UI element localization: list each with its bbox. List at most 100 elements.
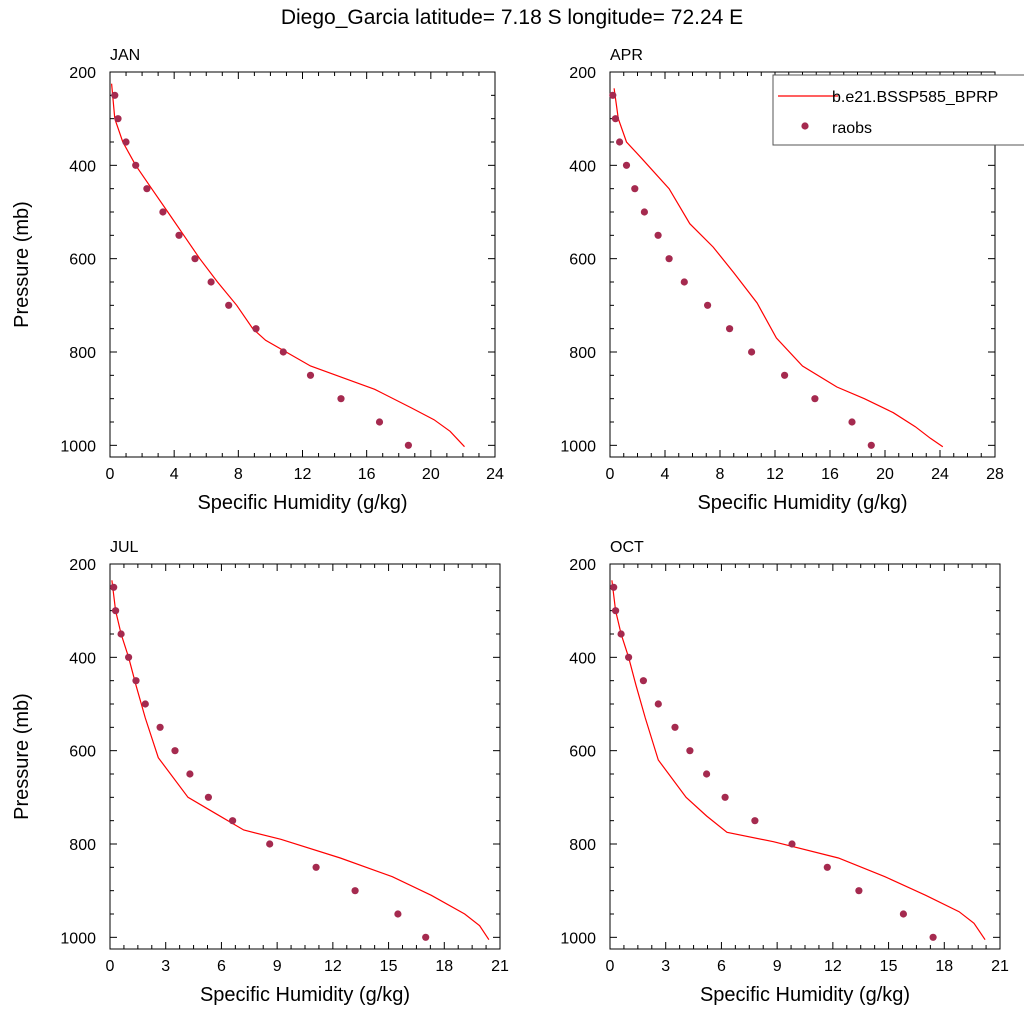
obs-point-jan — [159, 208, 167, 216]
obs-point-oct — [788, 840, 796, 848]
x-tick-label-oct: 9 — [773, 958, 782, 975]
plot-frame-oct — [609, 563, 1001, 950]
obs-point-jan — [114, 115, 122, 123]
y-axis-label-jul: Pressure (mb) — [11, 693, 33, 820]
y-tick-label-apr: 1000 — [560, 438, 596, 455]
obs-point-oct — [751, 817, 759, 825]
obs-point-apr — [867, 441, 875, 449]
model-profile-line-jul — [111, 580, 490, 941]
y-tick-label-oct: 600 — [569, 744, 596, 761]
obs-point-apr — [811, 395, 819, 403]
legend-box — [772, 74, 1024, 146]
x-tick-label-jul: 6 — [217, 958, 226, 975]
panel-title-apr: APR — [610, 47, 643, 64]
obs-point-oct — [855, 887, 863, 895]
model-profile-line-jan — [111, 83, 465, 448]
obs-point-apr — [704, 301, 712, 309]
x-tick-label-apr: 4 — [661, 466, 670, 483]
x-tick-label-apr: 24 — [931, 466, 949, 483]
y-tick-label-jul: 600 — [69, 744, 96, 761]
x-tick-label-oct: 0 — [606, 958, 615, 975]
legend-obs-marker-swatch — [801, 122, 809, 130]
x-tick-label-apr: 12 — [766, 466, 784, 483]
y-tick-label-jan: 800 — [69, 345, 96, 362]
x-tick-label-jan: 16 — [358, 466, 376, 483]
obs-point-jan — [132, 161, 140, 169]
legend-model-label: b.e21.BSSP585_BPRP — [832, 89, 998, 106]
panel-title-jul: JUL — [110, 539, 139, 556]
model-profile-line-oct — [611, 580, 986, 941]
obs-point-jul — [112, 607, 120, 615]
plot-frame-jan — [109, 71, 496, 458]
obs-point-jul — [186, 770, 194, 778]
y-tick-label-jan: 200 — [69, 65, 96, 82]
obs-point-jul — [110, 583, 118, 591]
obs-point-jan — [191, 255, 199, 263]
x-axis-label-jan: Specific Humidity (g/kg) — [197, 492, 407, 514]
obs-point-apr — [631, 185, 639, 193]
x-tick-label-oct: 3 — [661, 958, 670, 975]
obs-point-oct — [639, 677, 648, 685]
obs-point-jul — [351, 887, 359, 895]
x-tick-label-jan: 0 — [106, 466, 115, 483]
obs-point-apr — [640, 208, 649, 216]
x-tick-label-jul: 18 — [435, 958, 453, 975]
x-tick-label-oct: 18 — [935, 958, 953, 975]
obs-point-jan — [279, 348, 287, 356]
y-tick-label-jan: 1000 — [60, 438, 96, 455]
obs-point-oct — [617, 630, 625, 638]
y-tick-label-oct: 400 — [569, 650, 596, 667]
obs-point-apr — [611, 115, 620, 123]
obs-point-jan — [306, 371, 315, 379]
obs-point-jul — [266, 840, 274, 848]
obs-point-apr — [748, 348, 756, 356]
obs-point-apr — [654, 231, 662, 239]
y-tick-label-apr: 400 — [569, 158, 596, 175]
legend-obs-label: raobs — [832, 120, 872, 137]
obs-point-oct — [610, 583, 618, 591]
obs-point-jan — [252, 325, 260, 333]
obs-point-jan — [404, 441, 412, 449]
x-tick-label-jan: 8 — [234, 466, 243, 483]
obs-point-oct — [625, 653, 633, 661]
panel-title-jan: JAN — [110, 47, 140, 64]
y-tick-label-oct: 1000 — [560, 930, 596, 947]
obs-point-oct — [929, 933, 937, 941]
panel-oct: OCT 200 400 600 800 1000 0 3 6 9 12 15 18 21 Specific … — [560, 539, 1009, 1006]
panel-title-oct: OCT — [610, 539, 644, 556]
plot-frame-jul — [109, 563, 501, 950]
obs-point-jul — [125, 653, 133, 661]
obs-point-apr — [680, 278, 688, 286]
x-tick-label-apr: 16 — [821, 466, 839, 483]
obs-point-jul — [132, 677, 140, 685]
x-tick-label-jan: 12 — [294, 466, 312, 483]
x-tick-label-jul: 3 — [161, 958, 170, 975]
obs-point-oct — [721, 793, 729, 801]
y-tick-label-jul: 800 — [69, 837, 96, 854]
y-tick-label-jul: 400 — [69, 650, 96, 667]
obs-point-apr — [665, 255, 673, 263]
obs-point-apr — [781, 371, 789, 379]
obs-point-jul — [204, 793, 212, 801]
panel-apr: APR 200 400 600 800 1000 0 4 8 12 16 20 24 28 Specific… — [560, 47, 1004, 514]
x-tick-label-oct: 15 — [880, 958, 898, 975]
obs-point-oct — [612, 607, 620, 615]
x-axis-label-apr: Specific Humidity (g/kg) — [697, 492, 907, 514]
y-tick-label-apr: 600 — [569, 252, 596, 269]
panel-jul: JUL 200 400 600 800 1000 0 3 6 9 12 15 18 21 Specific … — [11, 539, 509, 1006]
obs-point-oct — [686, 747, 694, 755]
legend: b.e21.BSSP585_BPRP raobs — [772, 74, 1024, 146]
obs-point-apr — [609, 91, 617, 99]
x-tick-label-jul: 21 — [491, 958, 509, 975]
obs-point-oct — [703, 770, 711, 778]
x-tick-label-jan: 24 — [486, 466, 504, 483]
obs-point-jul — [422, 933, 430, 941]
obs-point-jul — [171, 747, 179, 755]
obs-point-jan — [337, 395, 345, 403]
obs-point-jan — [122, 138, 130, 146]
obs-point-jan — [143, 185, 151, 193]
x-tick-label-jan: 4 — [170, 466, 179, 483]
obs-point-apr — [726, 325, 734, 333]
